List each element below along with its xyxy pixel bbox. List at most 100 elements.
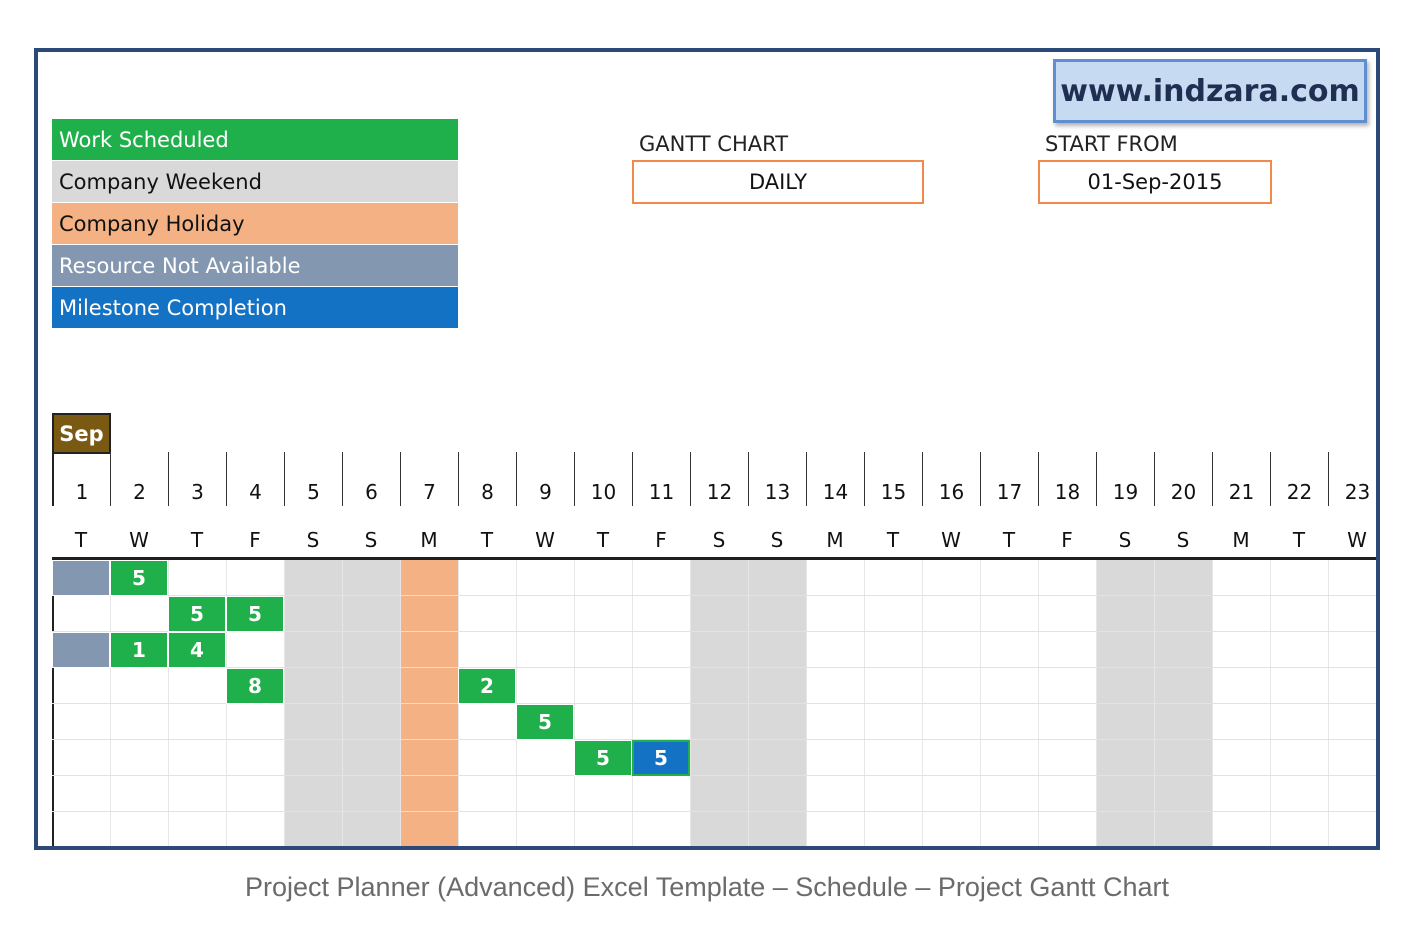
day-column-body — [284, 560, 342, 846]
day-number: 8 — [458, 452, 516, 506]
work-cell[interactable]: 2 — [458, 668, 516, 704]
day-number: 19 — [1096, 452, 1154, 506]
day-number: 6 — [342, 452, 400, 506]
row-divider — [52, 775, 1376, 776]
day-of-week: W — [1347, 528, 1367, 552]
day-number: 4 — [226, 452, 284, 506]
day-of-week: T — [886, 528, 900, 552]
day-column: 21 M — [1212, 452, 1270, 846]
day-column-body — [1270, 560, 1328, 846]
day-column-body — [864, 560, 922, 846]
legend-item: Resource Not Available — [52, 245, 458, 287]
day-number: 20 — [1154, 452, 1212, 506]
start-date-field[interactable]: 01-Sep-2015 — [1038, 160, 1272, 204]
day-of-week: S — [364, 528, 378, 552]
day-number: 23 — [1328, 452, 1376, 506]
gantt-grid: 1 T 2 W 3 T 4 F 5 S 6 S 7 M 8 T 9 W 10 T 11 F 12 S 13 S 14 M 15 T 16 W 1… — [52, 452, 1376, 846]
day-column: 23 W — [1328, 452, 1376, 846]
day-column-body — [632, 560, 690, 846]
legend-item: Work Scheduled — [52, 119, 458, 161]
unavailable-cell[interactable] — [52, 560, 110, 596]
watermark-logo: www.indzara.com — [1053, 59, 1367, 123]
day-column: 10 T — [574, 452, 632, 846]
day-column-body — [458, 560, 516, 846]
legend-item: Company Weekend — [52, 161, 458, 203]
work-cell[interactable]: 5 — [516, 704, 574, 740]
day-column: 17 T — [980, 452, 1038, 846]
day-of-week: F — [1061, 528, 1073, 552]
row-divider — [52, 811, 1376, 812]
day-number: 10 — [574, 452, 632, 506]
legend-item: Milestone Completion — [52, 287, 458, 329]
day-column: 13 S — [748, 452, 806, 846]
day-column: 14 M — [806, 452, 864, 846]
day-of-week: T — [190, 528, 204, 552]
work-cell[interactable]: 4 — [168, 632, 226, 668]
day-column-body — [690, 560, 748, 846]
day-column: 11 F — [632, 452, 690, 846]
day-number: 14 — [806, 452, 864, 506]
day-of-week: S — [770, 528, 784, 552]
day-column: 16 W — [922, 452, 980, 846]
header-divider — [52, 557, 1376, 560]
day-number: 2 — [110, 452, 168, 506]
day-of-week: F — [249, 528, 261, 552]
day-column-body — [400, 560, 458, 846]
day-number: 13 — [748, 452, 806, 506]
day-of-week: S — [1118, 528, 1132, 552]
day-of-week: W — [535, 528, 555, 552]
work-cell[interactable]: 5 — [110, 560, 168, 596]
day-column-body — [1096, 560, 1154, 846]
day-of-week: T — [480, 528, 494, 552]
day-column-body — [1328, 560, 1376, 846]
unavailable-cell[interactable] — [52, 632, 110, 668]
day-number: 17 — [980, 452, 1038, 506]
milestone-cell[interactable]: 5 — [632, 740, 690, 776]
gantt-mode-select[interactable]: DAILY — [632, 160, 924, 204]
month-header: Sep — [52, 413, 111, 454]
day-column: 19 S — [1096, 452, 1154, 846]
row-divider — [52, 667, 1376, 668]
day-column: 20 S — [1154, 452, 1212, 846]
day-number: 16 — [922, 452, 980, 506]
day-of-week: W — [941, 528, 961, 552]
day-column: 18 F — [1038, 452, 1096, 846]
work-cell[interactable]: 5 — [574, 740, 632, 776]
legend: Work Scheduled Company Weekend Company Hol… — [52, 119, 458, 329]
row-divider — [52, 631, 1376, 632]
day-column-body — [980, 560, 1038, 846]
start-from-label: START FROM — [1045, 132, 1178, 156]
day-column-body — [748, 560, 806, 846]
day-number: 5 — [284, 452, 342, 506]
day-of-week: W — [129, 528, 149, 552]
day-column-body — [574, 560, 632, 846]
day-of-week: S — [712, 528, 726, 552]
legend-item: Company Holiday — [52, 203, 458, 245]
work-cell[interactable]: 8 — [226, 668, 284, 704]
day-column-body — [1212, 560, 1270, 846]
day-number: 3 — [168, 452, 226, 506]
day-number: 11 — [632, 452, 690, 506]
row-divider — [52, 595, 1376, 596]
day-number: 21 — [1212, 452, 1270, 506]
spreadsheet-frame: www.indzara.com Work Scheduled Company We… — [34, 48, 1380, 850]
work-cell[interactable]: 1 — [110, 632, 168, 668]
gantt-chart-label: GANTT CHART — [639, 132, 789, 156]
day-of-week: M — [1232, 528, 1250, 552]
row-divider — [52, 703, 1376, 704]
day-column-body — [1038, 560, 1096, 846]
day-column-body — [52, 560, 110, 846]
day-column-body — [922, 560, 980, 846]
day-number: 15 — [864, 452, 922, 506]
work-cell[interactable]: 5 — [226, 596, 284, 632]
day-of-week: S — [306, 528, 320, 552]
day-number: 9 — [516, 452, 574, 506]
work-cell[interactable]: 5 — [168, 596, 226, 632]
day-column-body — [342, 560, 400, 846]
